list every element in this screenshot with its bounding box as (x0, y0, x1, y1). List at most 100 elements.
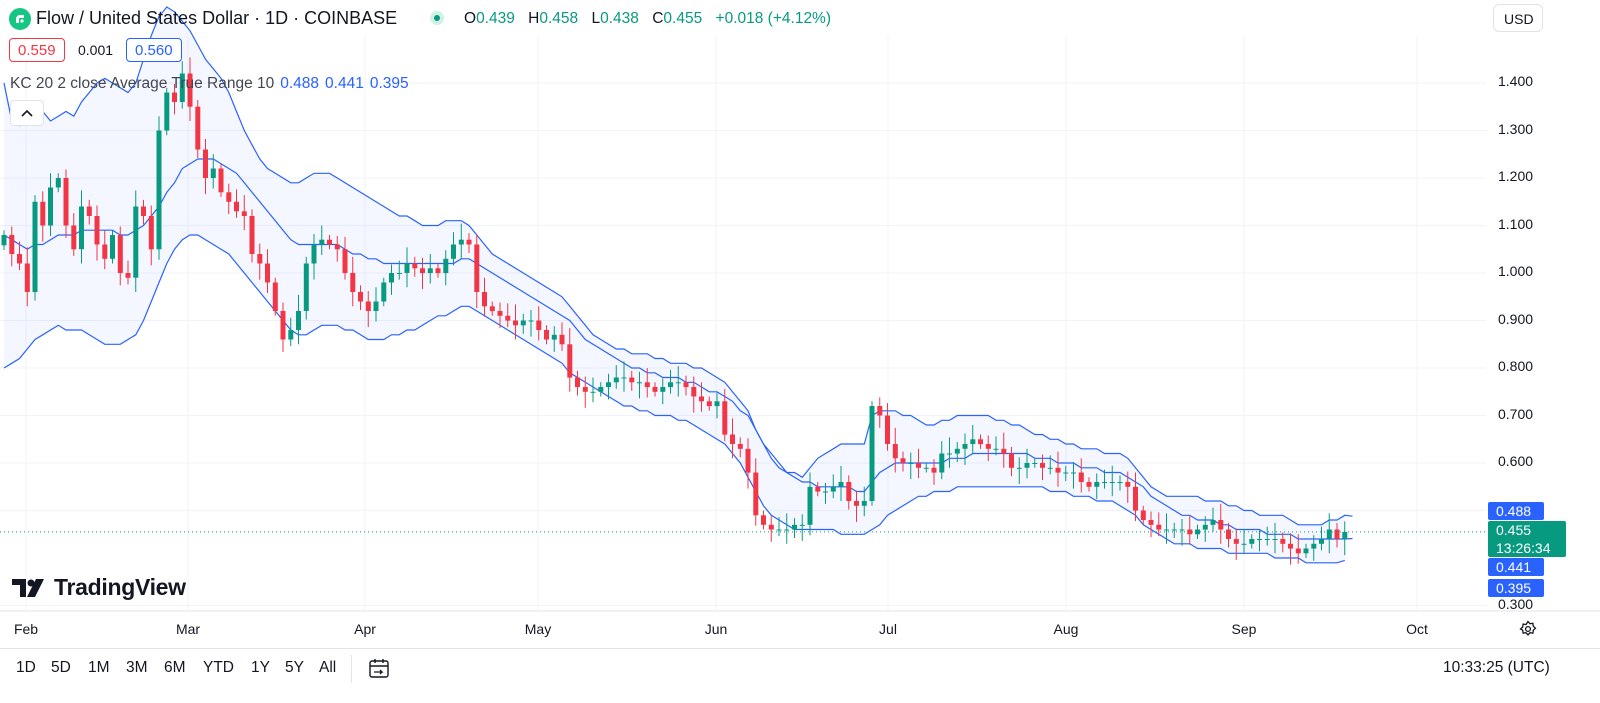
candle-body (1071, 472, 1076, 474)
candle (482, 277, 487, 317)
candle (195, 100, 201, 159)
candle-body (435, 268, 441, 274)
candle (265, 249, 270, 293)
candle-body (218, 168, 224, 193)
candle-body (55, 178, 61, 188)
compare-calendar-icon[interactable] (367, 657, 391, 681)
candle-body (482, 292, 487, 307)
candle-body (582, 387, 588, 392)
candle (978, 434, 983, 449)
candle-body (536, 320, 542, 330)
candle-body (32, 201, 38, 292)
candle-body (420, 268, 425, 274)
kc-lower-line (3, 234, 1345, 564)
candle-body (412, 263, 418, 269)
candle-body (784, 529, 790, 531)
candle-body (505, 315, 511, 321)
sell-button[interactable]: 0.559 (9, 38, 65, 62)
gear-icon[interactable] (1519, 620, 1537, 638)
candle (203, 139, 208, 195)
candle (1257, 530, 1262, 552)
candle-body (892, 444, 898, 459)
open-value: 0.439 (476, 10, 515, 27)
candle-body (1272, 539, 1278, 540)
candle-body (691, 387, 697, 397)
candle-body (1078, 472, 1084, 482)
market-status-icon[interactable] (430, 11, 444, 25)
toolbar-divider (351, 655, 352, 683)
candle-body (125, 273, 131, 278)
range-button-6m[interactable]: 6M (164, 659, 186, 676)
candle-body (699, 396, 704, 402)
range-button-ytd[interactable]: YTD (203, 659, 234, 676)
candle-body (908, 463, 914, 464)
candle (784, 513, 790, 544)
chart-header: Flow / United States Dollar · 1D · COINB… (0, 0, 1543, 36)
candle-body (675, 382, 681, 384)
range-button-1d[interactable]: 1D (16, 659, 36, 676)
candle-body (846, 482, 852, 501)
symbol-title[interactable]: Flow / United States Dollar · 1D · COINB… (36, 8, 398, 28)
candle (303, 256, 309, 320)
candle-body (1311, 543, 1317, 549)
candle-body (148, 216, 154, 250)
y-tick-label: 1.200 (1498, 168, 1534, 184)
y-tick-label: 0.700 (1498, 406, 1534, 422)
candle (489, 301, 495, 316)
candle-body (249, 216, 255, 254)
candle (288, 317, 294, 347)
candle (807, 472, 813, 536)
candle-body (1187, 529, 1193, 535)
candle-body (1319, 539, 1324, 544)
candle-body (660, 387, 666, 392)
candle (830, 474, 836, 499)
candle (148, 205, 154, 266)
candle (923, 463, 929, 473)
candle-body (970, 439, 976, 445)
candle-body (1218, 520, 1224, 530)
candle (1133, 472, 1138, 521)
candle-body (815, 486, 821, 492)
currency-selector[interactable]: USD (1493, 4, 1543, 32)
tradingview-logo[interactable]: TradingView (12, 574, 186, 601)
range-button-all[interactable]: All (319, 659, 337, 676)
candle (443, 250, 449, 286)
candle-body (156, 130, 162, 250)
range-button-1m[interactable]: 1M (88, 659, 110, 676)
buy-button[interactable]: 0.560 (126, 38, 182, 62)
candle-body (768, 524, 774, 530)
open-label: O (464, 10, 477, 27)
candle-body (389, 273, 394, 283)
tradingview-wordmark: TradingView (54, 574, 186, 600)
candle (257, 243, 263, 280)
candle-body (559, 334, 565, 345)
candle-body (288, 330, 294, 340)
range-button-1y[interactable]: 1Y (251, 659, 270, 676)
collapse-legend-button[interactable] (10, 100, 44, 126)
candle-body (1241, 543, 1247, 545)
range-button-3m[interactable]: 3M (126, 659, 148, 676)
y-tick-label: 0.800 (1498, 358, 1534, 374)
candle-body (40, 201, 46, 226)
candle (528, 310, 534, 337)
candle-body (489, 306, 495, 312)
candle (520, 313, 526, 334)
candle (187, 57, 193, 121)
candle-body (1032, 463, 1038, 464)
candle-body (1210, 520, 1216, 525)
candle (668, 369, 673, 394)
candle (939, 441, 945, 480)
range-button-5y[interactable]: 5Y (285, 659, 304, 676)
candle (1233, 528, 1239, 560)
range-button-5d[interactable]: 5D (51, 659, 71, 676)
candle (458, 223, 464, 259)
candle-body (551, 334, 557, 340)
candlestick-series (1, 57, 1348, 565)
candle-body (296, 311, 301, 330)
indicator-legend[interactable]: KC 20 2 close Average True Range 10 0.488… (10, 75, 409, 93)
candle-body (110, 235, 115, 259)
utc-clock[interactable]: 10:33:25 (UTC) (1443, 659, 1550, 676)
candle-body (342, 249, 348, 273)
candle-body (1334, 529, 1340, 539)
